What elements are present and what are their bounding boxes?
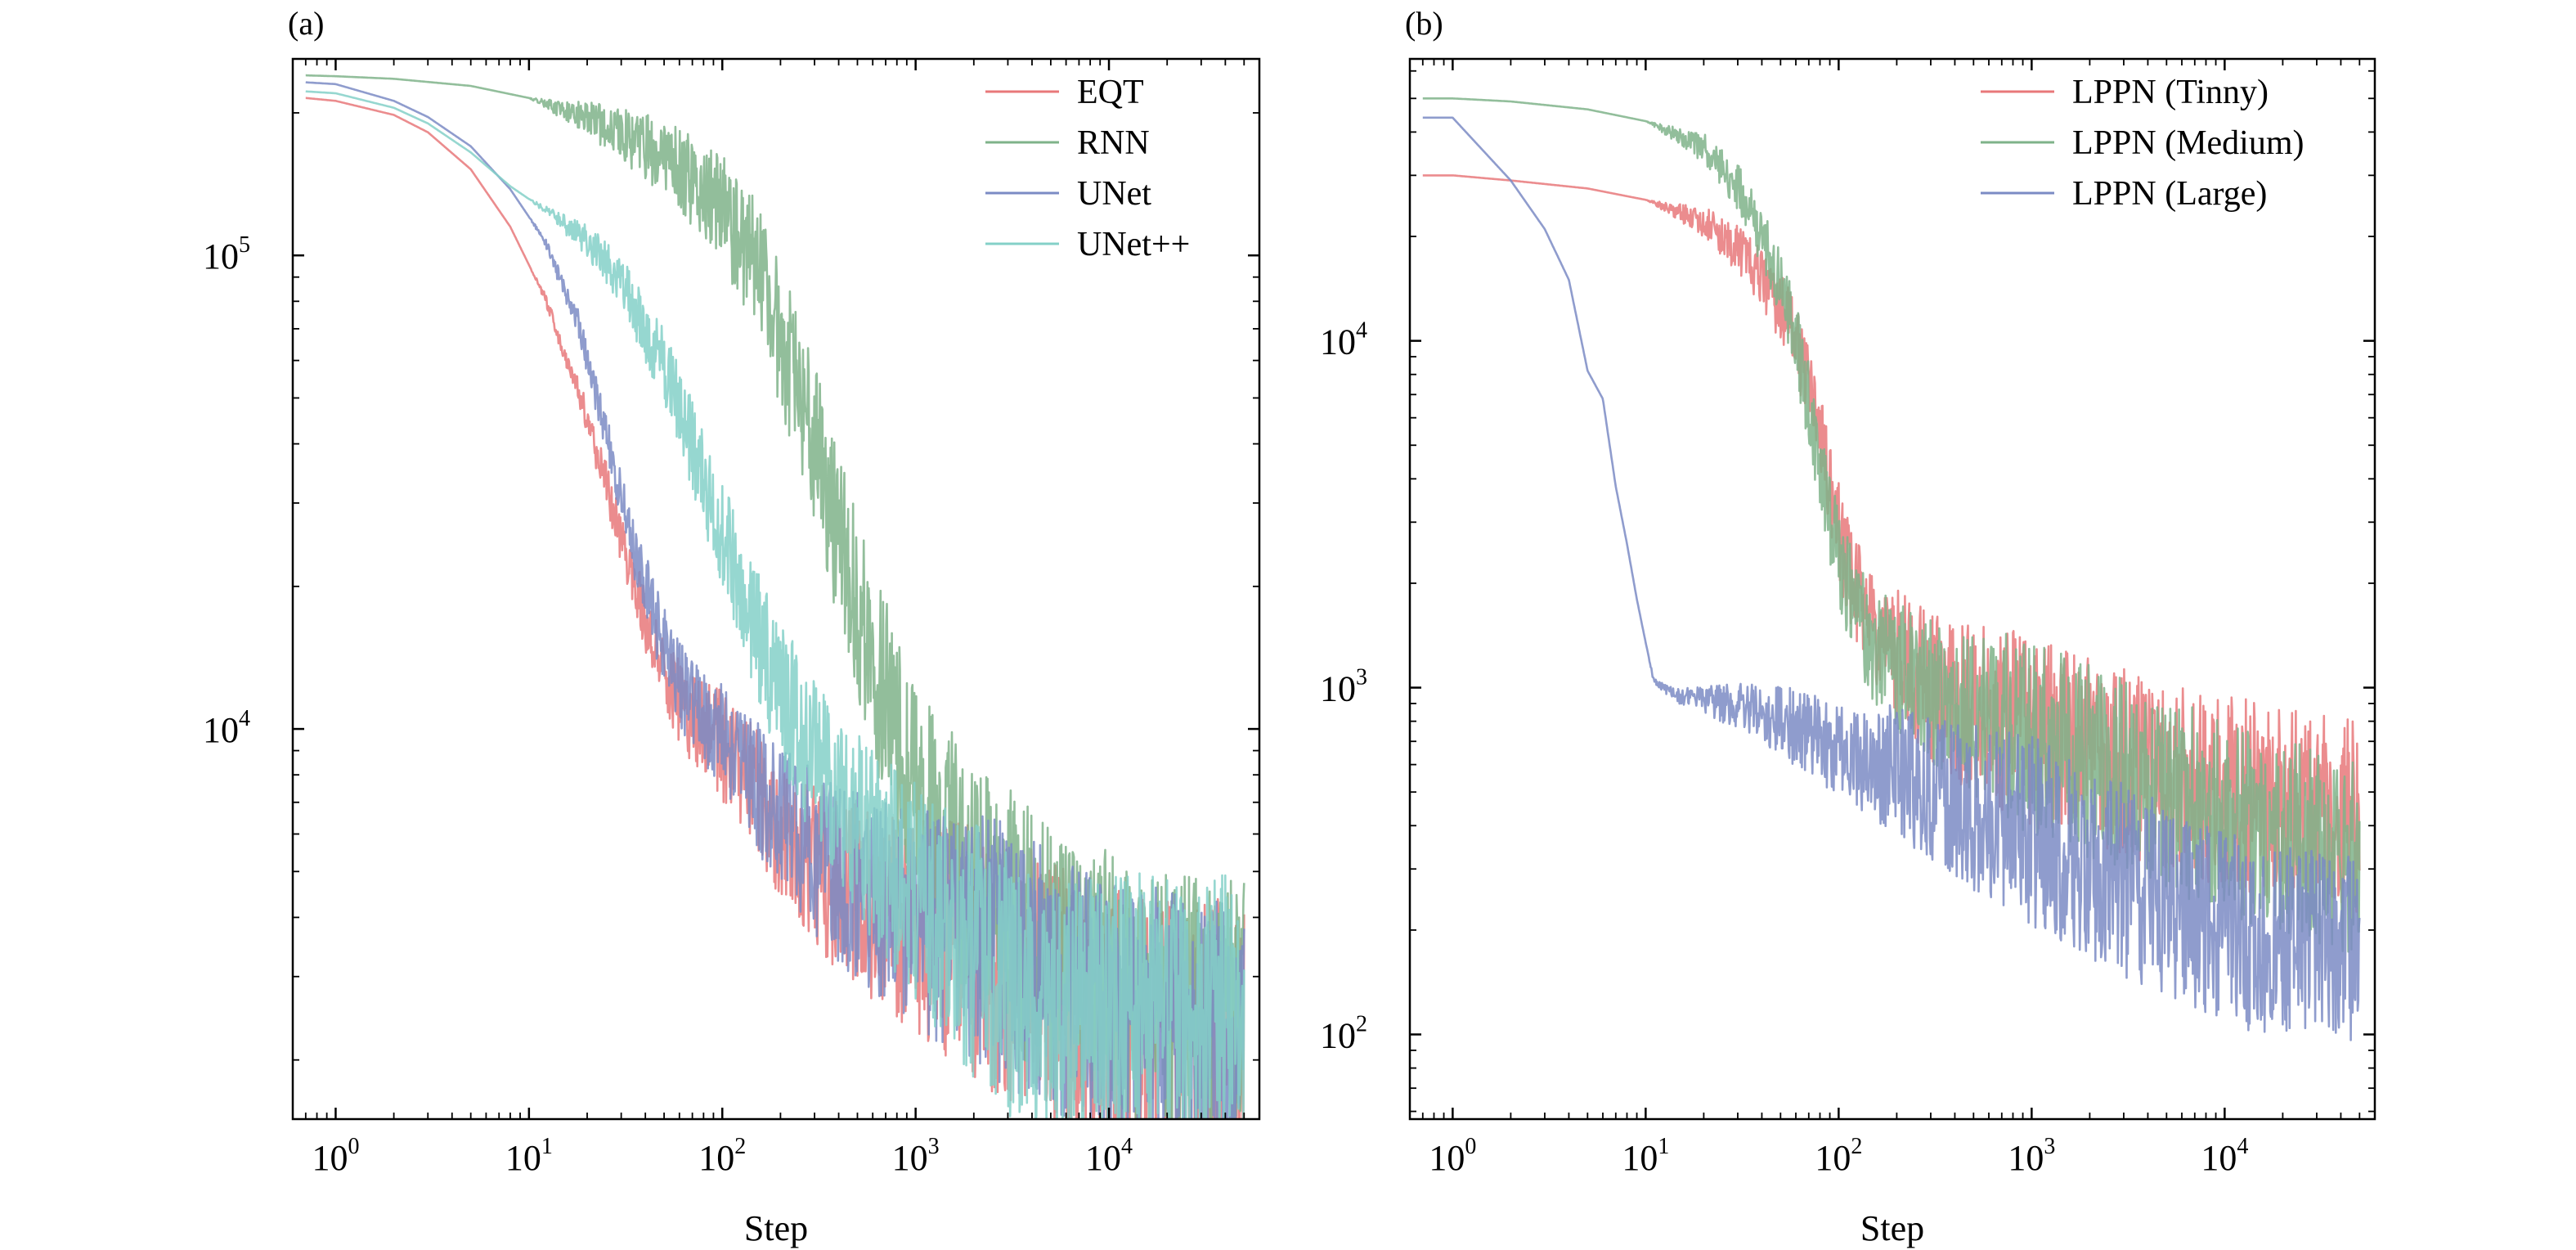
series-line-rnn: [305, 74, 1245, 1119]
legend-label: LPPN (Tinny): [2072, 74, 2269, 111]
series-line-lppn-medium: [1422, 97, 2361, 953]
legend-label: LPPN (Medium): [2072, 124, 2304, 162]
x-tick-label: 102: [1815, 1134, 1862, 1178]
series-group: [1422, 97, 2361, 1041]
panel-a: (a) 100 101 102 103 104 104 105 Step EQT RNN UNet U…: [203, 5, 1261, 1248]
x-tick-label: 103: [2008, 1134, 2055, 1178]
panel-b: (b) 100 101 102 103 104 102 103 104 Step LPPN (Ti…: [1320, 5, 2376, 1248]
x-tick-label: 100: [1429, 1134, 1476, 1178]
series-line-unet: [305, 90, 1245, 1119]
legend: LPPN (Tinny) LPPN (Medium) LPPN (Large): [1981, 74, 2304, 213]
series-line-lppn-large: [1422, 116, 2361, 1041]
x-tick-label: 104: [1085, 1134, 1133, 1178]
panel-label-b: (b): [1405, 5, 1443, 42]
plot-frame: [1408, 57, 2376, 1121]
y-tick-label: 104: [203, 706, 250, 750]
panel-label-a: (a): [288, 5, 324, 42]
x-axis-label: Step: [1860, 1208, 1924, 1248]
x-tick-label: 102: [698, 1134, 746, 1178]
y-tick-label: 102: [1320, 1012, 1367, 1056]
x-axis-label: Step: [744, 1208, 808, 1248]
x-tick-label: 101: [1622, 1134, 1669, 1178]
legend-label: RNN: [1077, 124, 1150, 162]
legend-label: LPPN (Large): [2072, 175, 2267, 213]
x-tick-label: 104: [2201, 1134, 2248, 1178]
plot-frame: [291, 57, 1261, 1121]
x-tick-label: 101: [505, 1134, 553, 1178]
x-tick-label: 100: [312, 1134, 359, 1178]
legend-label: UNet++: [1077, 226, 1190, 263]
legend-label: EQT: [1077, 74, 1144, 111]
x-tick-label: 103: [892, 1134, 940, 1178]
series-line-lppn-tinny: [1422, 174, 2361, 913]
y-tick-label: 105: [203, 232, 250, 277]
y-tick-label: 104: [1320, 318, 1367, 362]
y-tick-label: 103: [1320, 665, 1367, 709]
series-line-unet: [305, 81, 1245, 1119]
legend-label: UNet: [1077, 175, 1151, 213]
series-group: [305, 74, 1245, 1119]
legend: EQT RNN UNet UNet++: [985, 74, 1190, 263]
